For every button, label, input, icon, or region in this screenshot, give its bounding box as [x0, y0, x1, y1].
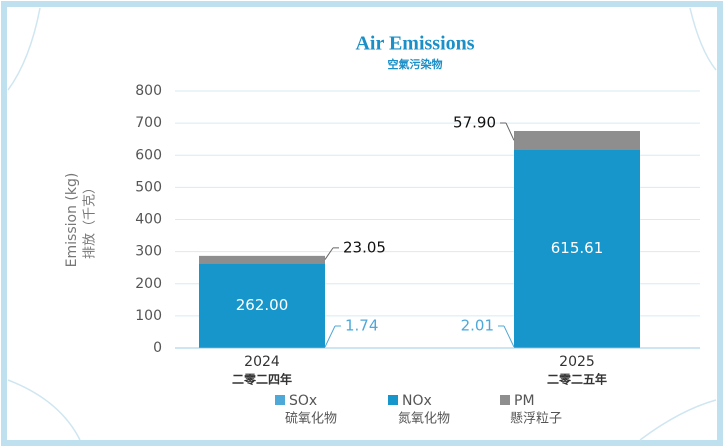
- y-tick-label: 800: [135, 83, 162, 99]
- legend-label-zh: 懸浮粒子: [510, 412, 562, 427]
- legend-label-zh: 硫氧化物: [285, 412, 337, 427]
- y-tick-label: 400: [135, 212, 162, 228]
- data-label: 2.01: [461, 317, 494, 335]
- y-tick-label: 500: [135, 179, 162, 195]
- data-label: 23.05: [343, 238, 386, 256]
- y-tick-label: 100: [135, 308, 162, 324]
- data-label: 262.00: [236, 296, 289, 314]
- y-tick-label: 600: [135, 147, 162, 163]
- data-label: 1.74: [345, 317, 378, 335]
- bar-segment: [514, 347, 640, 348]
- bar-segment: [199, 256, 325, 263]
- y-tick-label: 700: [135, 115, 162, 131]
- x-tick-label: 2024: [244, 354, 280, 370]
- legend-label: SOx: [289, 393, 317, 409]
- chart: Air Emissions 空氣污染物 Emission (kg) 排放（千克）…: [0, 0, 724, 447]
- legend-label: NOx: [402, 393, 432, 409]
- y-axis-label: Emission (kg): [64, 173, 80, 268]
- bar-segment: [514, 131, 640, 150]
- x-tick-label: 2025: [559, 354, 595, 370]
- legend-swatch: [275, 395, 285, 405]
- y-axis-label-zh: 排放（千克）: [83, 181, 98, 259]
- data-label: 615.61: [551, 239, 604, 257]
- chart-title: Air Emissions: [355, 33, 474, 55]
- x-tick-label-zh: 二零二四年: [232, 372, 292, 387]
- legend-swatch: [500, 395, 510, 405]
- y-tick-label: 200: [135, 276, 162, 292]
- y-tick-label: 0: [153, 340, 162, 356]
- bar-segment: [199, 347, 325, 348]
- x-tick-label-zh: 二零二五年: [547, 372, 607, 387]
- legend-swatch: [388, 395, 398, 405]
- legend-label: PM: [514, 393, 535, 409]
- legend-label-zh: 氮氧化物: [398, 412, 450, 427]
- data-label: 57.90: [453, 113, 496, 131]
- y-tick-label: 300: [135, 244, 162, 260]
- chart-subtitle: 空氣污染物: [388, 57, 443, 71]
